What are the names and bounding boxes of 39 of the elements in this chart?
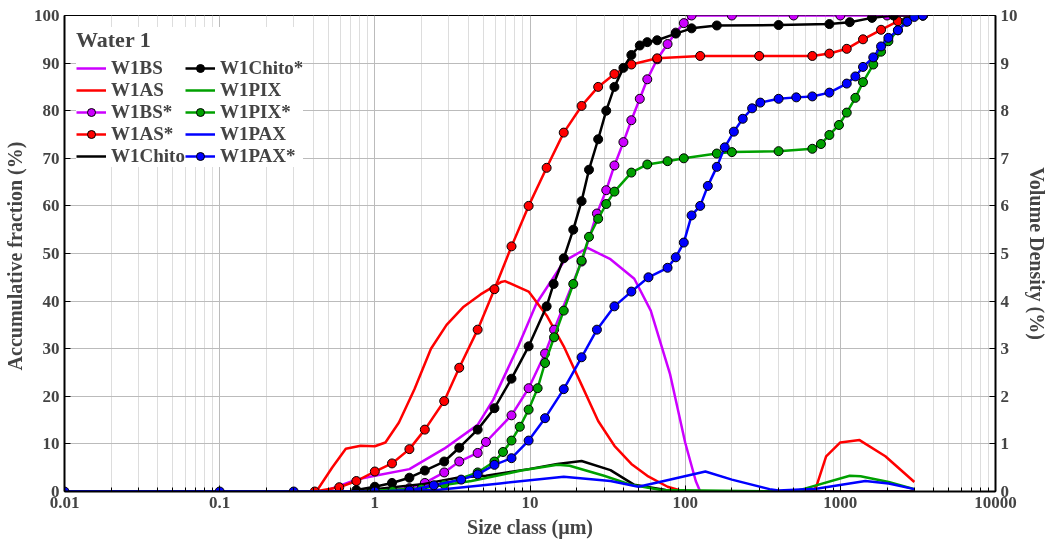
y-tick-label: 40	[42, 291, 60, 311]
y-tick-label: 90	[42, 53, 60, 73]
y-tick-label: 20	[42, 386, 60, 406]
legend-label: W1AS*	[111, 123, 174, 145]
y2-tick-label: 2	[1000, 386, 1009, 406]
legend-label: W1Chito*	[219, 57, 304, 79]
x-tick-label: 1	[370, 492, 380, 512]
y-axis-title: Accumulative fraction (%)	[4, 141, 27, 371]
y2-tick-label: 4	[1000, 291, 1010, 311]
x-tick-label: 0.1	[209, 492, 231, 512]
y-tick-label: 80	[42, 101, 60, 121]
y2-tick-label: 5	[1000, 244, 1009, 263]
y-tick-label: 30	[42, 339, 60, 359]
y-tick-label: 100	[34, 6, 60, 25]
y-tick-label: 70	[42, 148, 60, 168]
legend-label: W1BS	[111, 57, 163, 79]
y2-tick-label: 7	[1000, 148, 1010, 168]
x-tick-label: 10	[521, 492, 539, 512]
y2-tick-label: 1	[1000, 434, 1009, 454]
legend-label: W1Chito	[111, 145, 185, 167]
legend-title: Water 1	[76, 27, 152, 53]
y2-tick-label: 9	[1000, 53, 1009, 73]
y-tick-label: 60	[42, 196, 60, 216]
legend-label: W1AS	[111, 79, 164, 101]
x-axis-title: Size class (µm)	[467, 515, 593, 539]
y2-axis-title: Volume Density (%)	[1024, 167, 1048, 340]
legend-label: W1BS*	[111, 101, 173, 123]
y-tick-label: 50	[42, 244, 60, 263]
y2-tick-label: 3	[1000, 339, 1009, 359]
legend-label: W1PAX	[219, 123, 287, 145]
y-tick-label: 10	[42, 434, 60, 454]
legend-label: W1PIX*	[219, 101, 291, 123]
y2-tick-label: 6	[1000, 196, 1009, 216]
x-tick-label: 1000	[823, 492, 858, 512]
x-tick-label: 100	[672, 492, 698, 512]
y2-tick-label: 8	[1000, 101, 1009, 121]
legend-label: W1PAX*	[219, 145, 296, 167]
legend-label: W1PIX	[219, 79, 282, 101]
y2-tick-label: 10	[1000, 6, 1018, 25]
